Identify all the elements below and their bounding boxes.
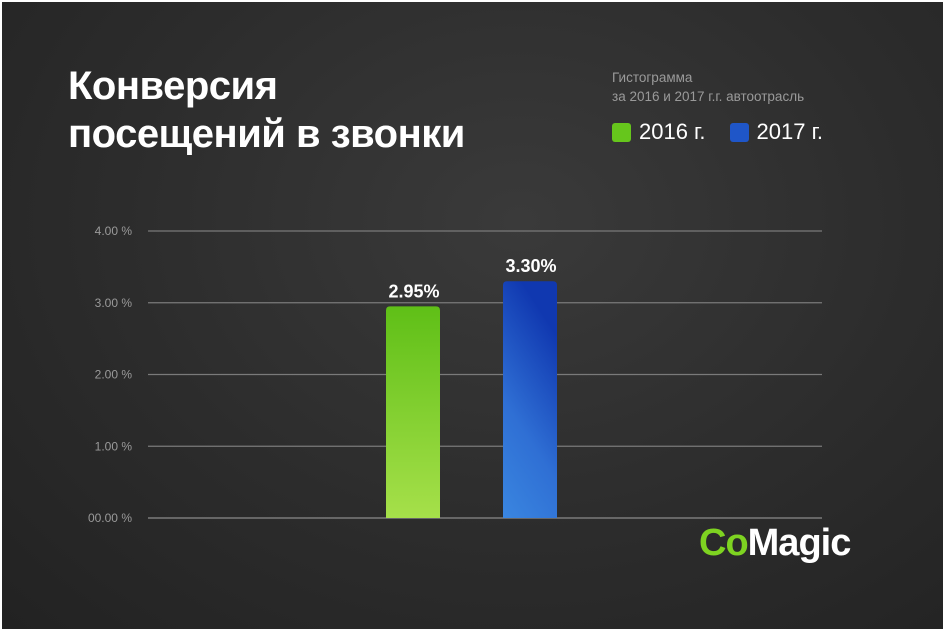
y-tick-label: 4.00 % <box>95 224 133 238</box>
bar-2016 <box>386 306 440 518</box>
data-label-2016: 2.95% <box>388 281 439 301</box>
chart-subtitle-line-1: Гистограмма <box>612 70 693 85</box>
chart-title-line-2: посещений в звонки <box>68 112 465 156</box>
y-tick-label: 00.00 % <box>88 511 132 525</box>
logo-part-magic: Magic <box>747 522 852 564</box>
chart-bars <box>386 281 557 518</box>
comagic-logo: CoMagic <box>699 522 852 565</box>
y-axis-ticks: 4.00 % 3.00 % 2.00 % 1.00 % 00.00 % <box>88 224 132 525</box>
logo-part-co: Co <box>699 522 749 564</box>
chart-title-line-1: Конверсия <box>68 64 278 108</box>
y-tick-label: 3.00 % <box>95 296 133 310</box>
chart-subtitle: Гистограмма за 2016 и 2017 г.г. автоотра… <box>612 68 804 106</box>
legend-item-2017: 2017 г. <box>729 119 824 145</box>
legend-label-2016: 2016 г. <box>639 119 706 144</box>
legend-swatch-2017 <box>729 122 749 142</box>
bar-2017 <box>503 281 557 518</box>
chart-title: Конверсия посещений в звонки <box>68 62 465 158</box>
y-tick-label: 1.00 % <box>95 439 133 453</box>
chart-gridlines <box>148 230 822 519</box>
legend-item-2016: 2016 г. <box>612 119 706 145</box>
y-tick-label: 2.00 % <box>95 368 133 382</box>
chart-subtitle-line-2: за 2016 и 2017 г.г. автоотрасль <box>612 89 805 104</box>
legend-swatch-2016 <box>612 122 631 142</box>
chart-legend: 2016 г. 2017 г. <box>612 119 847 145</box>
chart-data-labels: 2.95% 3.30% <box>388 256 556 301</box>
legend-label-2017: 2017 г. <box>756 119 824 144</box>
data-label-2017: 3.30% <box>505 256 556 276</box>
